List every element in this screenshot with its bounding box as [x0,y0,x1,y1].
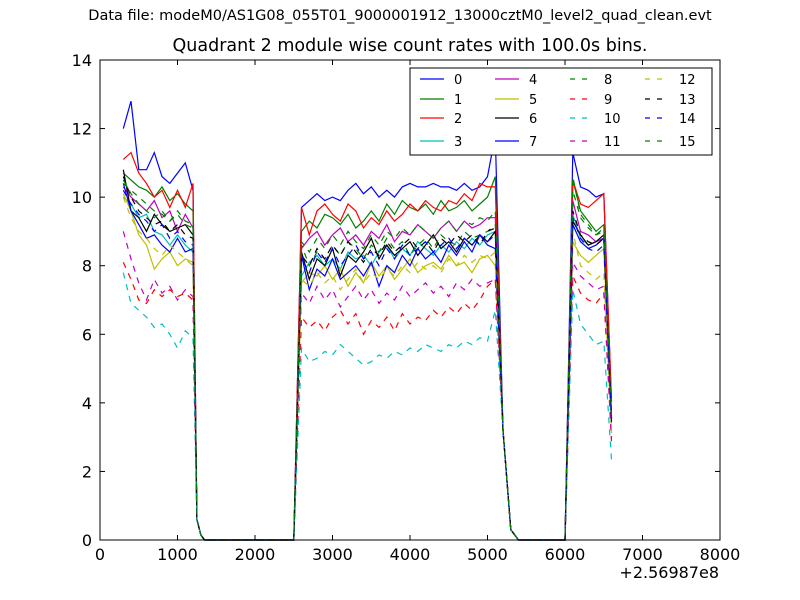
legend-label-13: 13 [679,93,696,108]
x-tick-label: 2000 [235,545,276,564]
legend-label-10: 10 [604,112,621,127]
legend-label-1: 1 [454,93,462,108]
legend-label-9: 9 [604,93,612,108]
x-tick-label: 3000 [312,545,353,564]
legend-label-7: 7 [529,135,537,150]
y-tick-label: 2 [82,462,92,481]
y-tick-label: 0 [82,531,92,550]
x-tick-label: 4000 [390,545,431,564]
x-tick-label: 0 [95,545,105,564]
x-tick-label: 6000 [545,545,586,564]
legend-label-3: 3 [454,135,462,150]
x-tick-label: 5000 [467,545,508,564]
x-tick-label: 8000 [700,545,741,564]
y-tick-label: 6 [82,325,92,344]
y-tick-label: 14 [72,51,92,70]
x-offset-label: +2.56987e8 [619,563,719,582]
y-tick-label: 12 [72,120,92,139]
y-tick-label: 10 [72,188,92,207]
series-layer [122,100,613,541]
legend-label-12: 12 [679,73,696,88]
legend-label-2: 2 [454,112,462,127]
chart-title: Quadrant 2 module wise count rates with … [172,36,648,56]
legend-label-14: 14 [679,112,696,127]
legend-label-5: 5 [529,93,537,108]
series-line-15 [122,179,613,541]
figure-suptitle: Data file: modeM0/AS1G08_055T01_90000019… [88,8,712,24]
y-tick-label: 8 [82,257,92,276]
legend-label-0: 0 [454,73,462,88]
legend-label-6: 6 [529,112,537,127]
x-tick-label: 1000 [157,545,198,564]
legend-label-15: 15 [679,135,696,150]
legend-label-4: 4 [529,73,537,88]
x-tick-label: 7000 [622,545,663,564]
ticks-layer: 0 1000 2000 3000 4000 5000 6000 7000 80000246810… [72,51,741,564]
legend-label-8: 8 [604,73,612,88]
legend-label-11: 11 [604,135,621,150]
y-tick-label: 4 [82,394,92,413]
